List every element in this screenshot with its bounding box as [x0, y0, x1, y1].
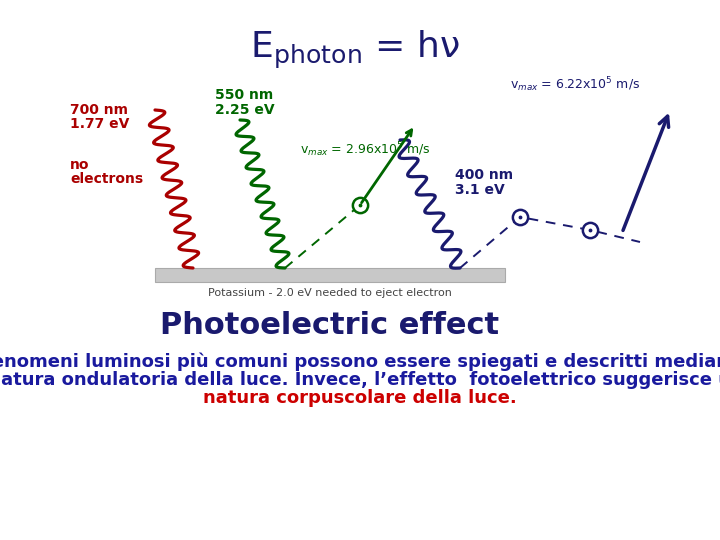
- Text: natura corpuscolare della luce.: natura corpuscolare della luce.: [203, 389, 517, 407]
- Text: Photoelectric effect: Photoelectric effect: [161, 310, 500, 340]
- Text: 550 nm: 550 nm: [215, 88, 274, 102]
- Text: Potassium - 2.0 eV needed to eject electron: Potassium - 2.0 eV needed to eject elect…: [208, 288, 452, 298]
- Text: $\mathregular{E_{photon}}$ = h$\mathregular{\nu}$: $\mathregular{E_{photon}}$ = h$\mathregu…: [250, 29, 460, 71]
- Text: electrons: electrons: [70, 172, 143, 186]
- Text: v$_{max}$ = 2.96x10$^{5}$ m/s: v$_{max}$ = 2.96x10$^{5}$ m/s: [300, 140, 431, 159]
- Text: 3.1 eV: 3.1 eV: [455, 183, 505, 197]
- Text: no: no: [70, 158, 89, 172]
- Text: v$_{max}$ = 6.22x10$^{5}$ m/s: v$_{max}$ = 6.22x10$^{5}$ m/s: [510, 76, 640, 94]
- Text: 1.77 eV: 1.77 eV: [70, 117, 130, 131]
- Text: 2.25 eV: 2.25 eV: [215, 103, 274, 117]
- Text: 700 nm: 700 nm: [70, 103, 128, 117]
- Text: I fenomeni luminosi più comuni possono essere spiegati e descritti mediante: I fenomeni luminosi più comuni possono e…: [0, 353, 720, 372]
- Bar: [155, 268, 505, 282]
- Text: la natura ondulatoria della luce. Invece, l’effetto  fotoelettrico suggerisce un: la natura ondulatoria della luce. Invece…: [0, 371, 720, 389]
- Text: 400 nm: 400 nm: [455, 168, 513, 182]
